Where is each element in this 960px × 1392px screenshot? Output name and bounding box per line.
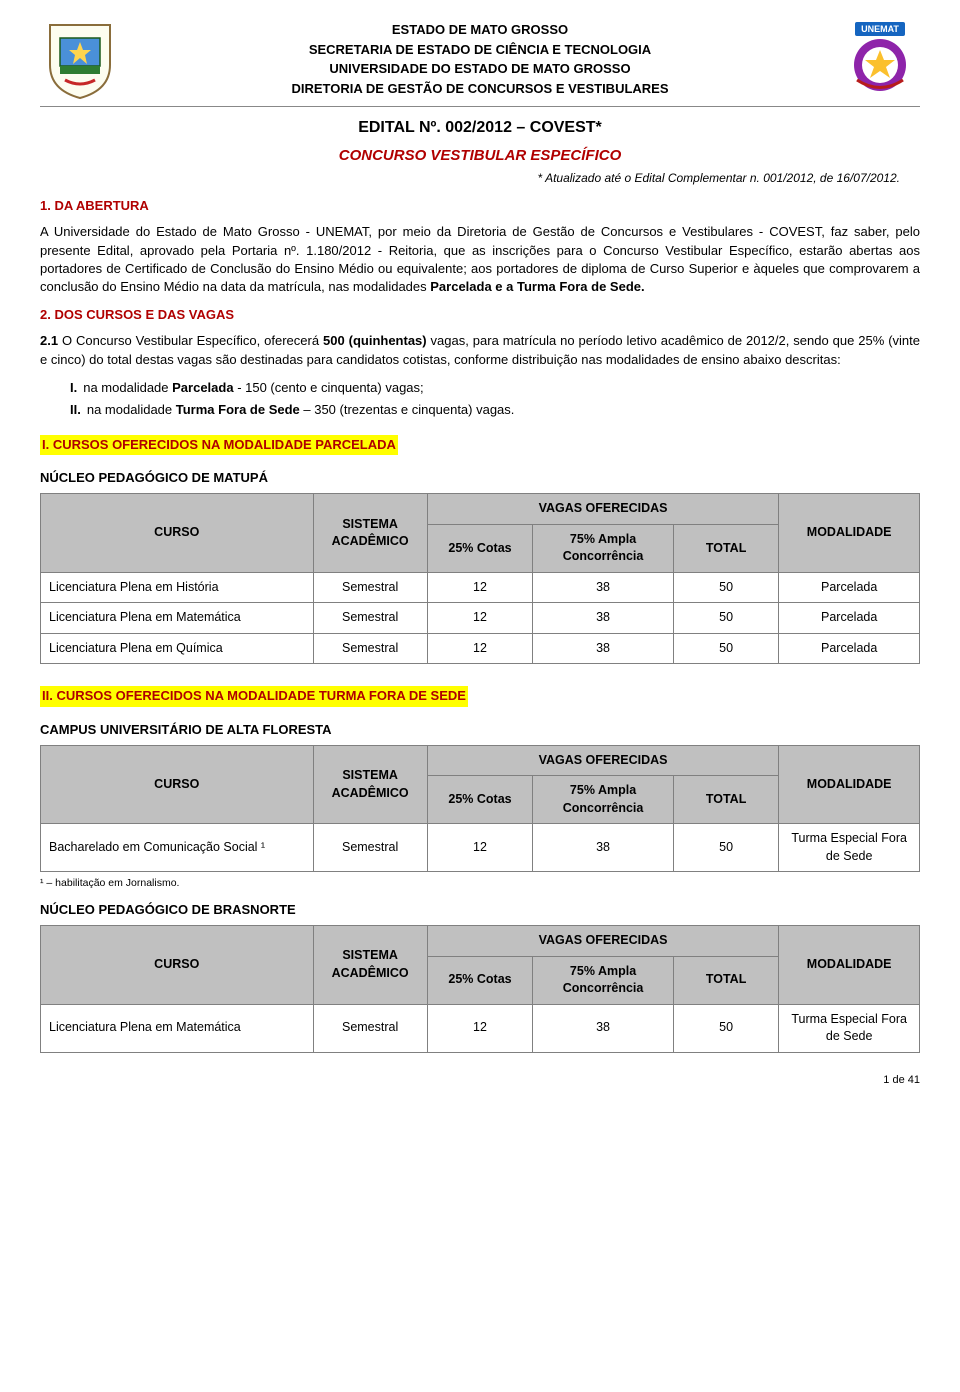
th-modalidade: MODALIDADE [779, 745, 920, 824]
page-number: 1 de 41 [40, 1073, 920, 1088]
table-cell: Licenciatura Plena em História [41, 572, 314, 603]
table-cell: Semestral [313, 1004, 427, 1052]
table-cell: 38 [533, 824, 674, 872]
table-row: Licenciatura Plena em MatemáticaSemestra… [41, 1004, 920, 1052]
table-cell: Bacharelado em Comunicação Social ¹ [41, 824, 314, 872]
table-cell: 50 [673, 824, 778, 872]
section-2-1-a: O Concurso Vestibular Específico, oferec… [58, 333, 323, 348]
document-header: UNEMAT ESTADO DE MATO GROSSO SECRETARIA … [40, 20, 920, 107]
table-cell: 38 [533, 603, 674, 634]
list-item-ii: II. na modalidade Turma Fora de Sede – 35… [70, 401, 920, 419]
table-cell: 38 [533, 1004, 674, 1052]
table-cell: 50 [673, 603, 778, 634]
list-i-b: Parcelada [172, 380, 233, 395]
table-alta-floresta: CURSO SISTEMA ACADÊMICO VAGAS OFERECIDAS… [40, 745, 920, 873]
th-cotas: 25% Cotas [427, 524, 532, 572]
th-modalidade: MODALIDADE [779, 494, 920, 573]
table-cell: 12 [427, 572, 532, 603]
section-1-bold: Parcelada e a Turma Fora de Sede. [430, 279, 644, 294]
th-vagas: VAGAS OFERECIDAS [427, 926, 779, 957]
table-cell: 12 [427, 633, 532, 664]
th-modalidade: MODALIDADE [779, 926, 920, 1005]
campus-alta-floresta-title: CAMPUS UNIVERSITÁRIO DE ALTA FLORESTA [40, 721, 920, 739]
header-line-1: ESTADO DE MATO GROSSO [40, 20, 920, 40]
table-cell: 50 [673, 633, 778, 664]
atualizado-note: * Atualizado até o Edital Complementar n… [40, 170, 920, 187]
th-ampla: 75% Ampla Concorrência [533, 524, 674, 572]
th-total: TOTAL [673, 776, 778, 824]
header-line-4: DIRETORIA DE GESTÃO DE CONCURSOS E VESTI… [40, 79, 920, 99]
table-cell: 38 [533, 572, 674, 603]
table-row: Bacharelado em Comunicação Social ¹Semes… [41, 824, 920, 872]
th-cotas: 25% Cotas [427, 956, 532, 1004]
list-ii-c: – 350 (trezentas e cinquenta) vagas. [300, 402, 515, 417]
highlight-fora-sede: II. CURSOS OFERECIDOS NA MODALIDADE TURM… [40, 686, 468, 706]
th-vagas: VAGAS OFERECIDAS [427, 745, 779, 776]
section-2-1-b: 500 (quinhentas) [323, 333, 427, 348]
section-2-title: 2. DOS CURSOS E DAS VAGAS [40, 306, 920, 324]
section-2-1-prefix: 2.1 [40, 333, 58, 348]
table-cell: Semestral [313, 633, 427, 664]
section-1-body: A Universidade do Estado de Mato Grosso … [40, 223, 920, 296]
list-ii-b: Turma Fora de Sede [176, 402, 300, 417]
table-cell: Licenciatura Plena em Matemática [41, 1004, 314, 1052]
table-row: Licenciatura Plena em MatemáticaSemestra… [41, 603, 920, 634]
th-total: TOTAL [673, 524, 778, 572]
footnote-alta-floresta: ¹ – habilitação em Jornalismo. [40, 876, 920, 891]
table-cell: Turma Especial Fora de Sede [779, 824, 920, 872]
list-item-i: I. na modalidade Parcelada - 150 (cento e… [70, 379, 920, 397]
section-2-1-body: 2.1 O Concurso Vestibular Específico, of… [40, 332, 920, 368]
table-cell: Semestral [313, 824, 427, 872]
section-1-title: 1. DA ABERTURA [40, 197, 920, 215]
th-curso: CURSO [41, 494, 314, 573]
nucleo-matupa-title: NÚCLEO PEDAGÓGICO DE MATUPÁ [40, 469, 920, 487]
table-cell: Parcelada [779, 572, 920, 603]
th-ampla: 75% Ampla Concorrência [533, 776, 674, 824]
list-i-a: na modalidade [83, 380, 172, 395]
list-i-c: - 150 (cento e cinquenta) vagas; [234, 380, 424, 395]
unemat-logo-right: UNEMAT [840, 20, 920, 110]
th-total: TOTAL [673, 956, 778, 1004]
table-cell: 50 [673, 572, 778, 603]
svg-text:UNEMAT: UNEMAT [861, 24, 899, 34]
highlight-parcelada: I. CURSOS OFERECIDOS NA MODALIDADE PARCE… [40, 435, 398, 455]
table-cell: Turma Especial Fora de Sede [779, 1004, 920, 1052]
table-cell: Semestral [313, 603, 427, 634]
nucleo-brasnorte-title: NÚCLEO PEDAGÓGICO DE BRASNORTE [40, 901, 920, 919]
list-i-label: I. [70, 380, 77, 395]
th-vagas: VAGAS OFERECIDAS [427, 494, 779, 525]
table-cell: Licenciatura Plena em Química [41, 633, 314, 664]
th-sistema: SISTEMA ACADÊMICO [313, 926, 427, 1005]
state-crest-left [40, 20, 120, 110]
table-cell: 38 [533, 633, 674, 664]
concurso-title: CONCURSO VESTIBULAR ESPECÍFICO [40, 145, 920, 166]
table-cell: 12 [427, 603, 532, 634]
th-sistema: SISTEMA ACADÊMICO [313, 494, 427, 573]
list-ii-a: na modalidade [87, 402, 176, 417]
th-curso: CURSO [41, 745, 314, 824]
table-cell: Licenciatura Plena em Matemática [41, 603, 314, 634]
table-cell: 12 [427, 1004, 532, 1052]
th-cotas: 25% Cotas [427, 776, 532, 824]
table-row: Licenciatura Plena em QuímicaSemestral12… [41, 633, 920, 664]
list-ii-label: II. [70, 402, 81, 417]
table-cell: Parcelada [779, 633, 920, 664]
edital-title: EDITAL Nº. 002/2012 – COVEST* [40, 117, 920, 139]
th-sistema: SISTEMA ACADÊMICO [313, 745, 427, 824]
table-cell: 12 [427, 824, 532, 872]
table-cell: Parcelada [779, 603, 920, 634]
th-curso: CURSO [41, 926, 314, 1005]
table-cell: Semestral [313, 572, 427, 603]
table-cell: 50 [673, 1004, 778, 1052]
header-line-2: SECRETARIA DE ESTADO DE CIÊNCIA E TECNOL… [40, 40, 920, 60]
th-ampla: 75% Ampla Concorrência [533, 956, 674, 1004]
header-line-3: UNIVERSIDADE DO ESTADO DE MATO GROSSO [40, 59, 920, 79]
table-matupa: CURSO SISTEMA ACADÊMICO VAGAS OFERECIDAS… [40, 493, 920, 664]
table-row: Licenciatura Plena em HistóriaSemestral1… [41, 572, 920, 603]
table-brasnorte: CURSO SISTEMA ACADÊMICO VAGAS OFERECIDAS… [40, 925, 920, 1053]
